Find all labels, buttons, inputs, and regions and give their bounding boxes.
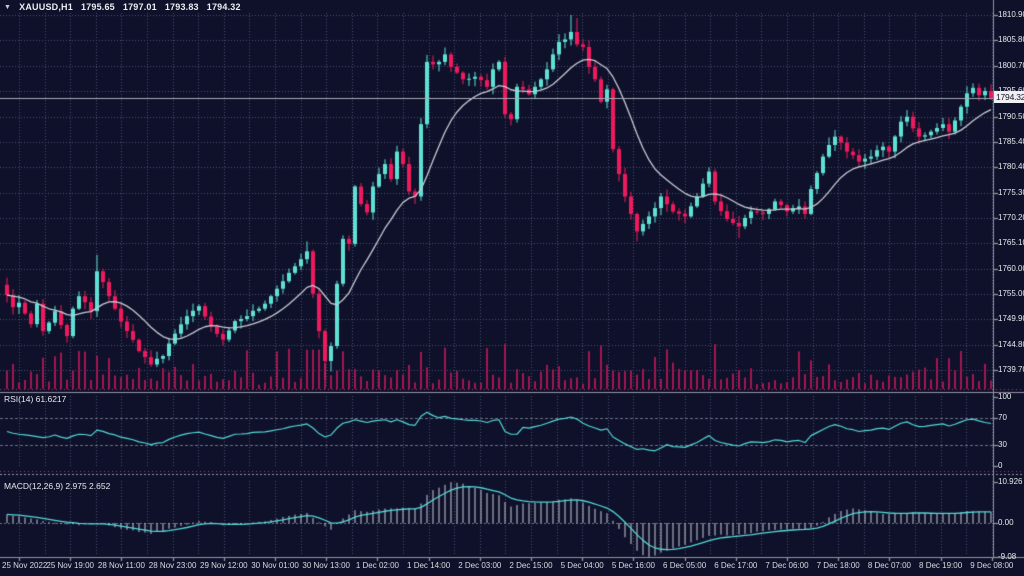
quote-high: 1797.01 xyxy=(122,2,157,12)
collapse-triangle-icon[interactable]: ▼ xyxy=(4,3,12,11)
symbol-period-label: XAUUSD,H1 xyxy=(19,2,73,12)
price-tick-label: 1739.70 xyxy=(998,365,1024,374)
time-axis-label: 2 Dec 15:00 xyxy=(509,561,553,570)
rsi-tick-label: 70 xyxy=(998,412,1007,422)
macd-tick-label: -9.08 xyxy=(998,552,1017,561)
symbol-info-bar: ▼ XAUUSD,H1 1795.65 1797.01 1793.83 1794… xyxy=(4,2,241,12)
price-tick-label: 1755.00 xyxy=(998,288,1024,298)
price-tick-label: 1744.80 xyxy=(998,339,1024,349)
price-tick-label: 1805.80 xyxy=(998,35,1024,45)
price-tick-label: 1785.40 xyxy=(998,137,1024,147)
time-axis-label: 25 Nov 19:00 xyxy=(46,561,94,570)
price-tick-label: 1780.40 xyxy=(998,162,1024,172)
time-axis-label: 6 Dec 05:00 xyxy=(663,561,707,570)
current-price-value: 1794.32 xyxy=(996,92,1024,102)
price-tick-label: 1765.10 xyxy=(998,238,1024,248)
quote-open: 1795.65 xyxy=(80,2,115,12)
rsi-tick-label: 30 xyxy=(998,440,1007,450)
price-tick-label: 1749.90 xyxy=(998,314,1024,324)
macd-indicator-label: MACD(12,26,9) 2.975 2.652 xyxy=(4,481,111,491)
macd-tick-label: 0.00 xyxy=(998,518,1014,527)
time-axis-label: 8 Dec 19:00 xyxy=(919,561,963,570)
quote-close: 1794.32 xyxy=(206,2,241,12)
time-axis-label: 30 Nov 13:00 xyxy=(302,561,350,570)
price-tick-label: 1810.90 xyxy=(998,10,1024,19)
macd-tick-label: 10.926 xyxy=(998,477,1023,487)
time-axis-label: 30 Nov 01:00 xyxy=(251,561,299,570)
rsi-tick-label: 100 xyxy=(998,392,1012,401)
time-axis-label: 2 Dec 03:00 xyxy=(458,561,502,570)
price-tick-label: 1760.00 xyxy=(998,263,1024,273)
time-axis-label: 7 Dec 18:00 xyxy=(816,561,860,570)
time-axis-label: 1 Dec 02:00 xyxy=(355,561,399,570)
current-price-box: 1794.32 xyxy=(994,91,1024,103)
rsi-indicator-label: RSI(14) 61.6217 xyxy=(4,394,67,404)
time-axis-label: 5 Dec 16:00 xyxy=(611,561,655,570)
time-axis-label: 28 Nov 23:00 xyxy=(148,561,197,570)
price-tick-label: 1795.60 xyxy=(998,86,1024,96)
price-tick-label: 1800.70 xyxy=(998,60,1024,70)
time-axis-label: 6 Dec 17:00 xyxy=(714,561,758,570)
rsi-tick-label: 0 xyxy=(998,461,1003,470)
time-axis-label: 8 Dec 07:00 xyxy=(867,561,911,570)
time-axis-label: 7 Dec 06:00 xyxy=(765,561,809,570)
quote-low: 1793.83 xyxy=(164,2,199,12)
price-tick-label: 1770.20 xyxy=(998,212,1024,222)
time-axis-label: 28 Nov 11:00 xyxy=(97,561,145,570)
price-tick-label: 1790.50 xyxy=(998,111,1024,121)
price-tick-label: 1775.30 xyxy=(998,187,1024,197)
time-axis-label: 9 Dec 08:00 xyxy=(970,561,1014,570)
time-axis-label: 1 Dec 14:00 xyxy=(407,561,451,570)
time-axis-label: 5 Dec 04:00 xyxy=(560,561,604,570)
time-axis-label: 25 Nov 2022 xyxy=(2,561,48,570)
time-axis-label: 29 Nov 12:00 xyxy=(200,561,248,570)
